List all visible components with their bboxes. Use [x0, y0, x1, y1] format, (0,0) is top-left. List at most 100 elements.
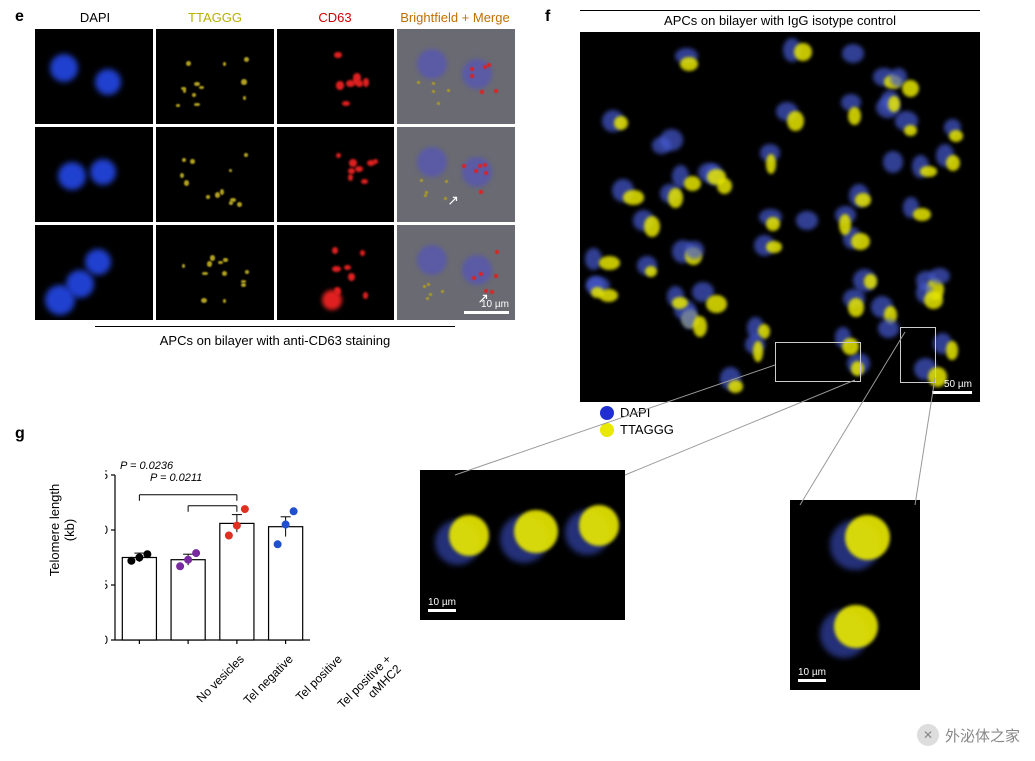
fluorescent-blob	[348, 168, 356, 174]
micrograph-cell	[35, 127, 153, 222]
micrograph-cell: ↗	[397, 127, 515, 222]
p-value-label: P = 0.0211	[150, 472, 202, 484]
fluorescent-blob	[348, 174, 354, 181]
fluorescent-blob	[241, 79, 246, 85]
fluorescent-blob	[878, 319, 899, 338]
fluorescent-blob	[90, 159, 116, 185]
fluorescent-blob	[599, 256, 620, 270]
header-dapi: DAPI	[35, 10, 155, 25]
fluorescent-blob	[924, 291, 943, 309]
fluorescent-blob	[244, 57, 249, 62]
fluorescent-blob	[766, 154, 776, 174]
fluorescent-blob	[426, 297, 429, 300]
fluorescent-blob	[243, 96, 246, 101]
fluorescent-blob	[230, 198, 235, 202]
ylabel-line2: (kb)	[62, 519, 77, 541]
fluorescent-blob	[420, 179, 423, 182]
fluorescent-blob	[432, 90, 435, 93]
fluorescent-blob	[845, 515, 890, 560]
fluorescent-blob	[355, 166, 363, 172]
fluorescent-blob	[946, 155, 960, 172]
fluorescent-blob	[180, 173, 184, 178]
fluorescent-blob	[417, 245, 447, 275]
fluorescent-blob	[332, 247, 338, 254]
fluorescent-blob	[855, 193, 872, 207]
fluorescent-blob	[241, 283, 246, 287]
scalebar	[798, 679, 826, 682]
fluorescent-blob	[728, 380, 743, 393]
fluorescent-blob	[201, 298, 207, 303]
fluorescent-blob	[680, 57, 699, 71]
fluorescent-blob	[706, 295, 727, 313]
micrograph-cell	[397, 29, 515, 124]
fluorescent-blob	[237, 202, 242, 207]
fluorescent-blob	[645, 266, 657, 277]
fluorescent-blob	[424, 194, 427, 197]
fluorescent-blob	[218, 261, 223, 265]
panel-f-inset-1: 10 µm	[420, 470, 625, 620]
fluorescent-blob	[58, 162, 86, 190]
fluorescent-blob	[685, 241, 704, 259]
fluorescent-blob	[623, 190, 643, 204]
fluorescent-blob	[644, 216, 660, 237]
panel-f-title: APCs on bilayer with IgG isotype control	[580, 10, 980, 28]
svg-text:10: 10	[105, 523, 108, 537]
fluorescent-blob	[479, 190, 483, 194]
fluorescent-blob	[417, 147, 447, 177]
micrograph-cell	[277, 225, 395, 320]
fluorescent-blob	[353, 78, 359, 85]
header-cd63: CD63	[275, 10, 395, 25]
fluorescent-blob	[245, 270, 250, 274]
fluorescent-blob	[95, 69, 121, 95]
fluorescent-blob	[360, 250, 365, 256]
fluorescent-blob	[480, 90, 484, 94]
panel-e-caption: APCs on bilayer with anti-CD63 staining	[35, 333, 515, 348]
fluorescent-blob	[194, 82, 200, 87]
panel-e-row: ↗10 µm	[35, 225, 515, 320]
legend-ttaggg-label: TTAGGG	[620, 422, 674, 437]
panel-f-label: f	[545, 8, 550, 26]
header-ttaggg: TTAGGG	[155, 10, 275, 25]
fluorescent-blob	[229, 169, 232, 172]
scalebar-label: 10 µm	[798, 667, 826, 678]
fluorescent-blob	[417, 49, 447, 79]
ylabel-line1: Telomere length	[47, 484, 62, 577]
fluorescent-blob	[684, 176, 701, 191]
fluorescent-blob	[223, 62, 226, 65]
arrow-icon: ↗	[447, 192, 459, 209]
fluorescent-blob	[490, 290, 494, 294]
fluorescent-blob	[182, 158, 186, 162]
p-value-label: P = 0.0236	[120, 460, 173, 472]
panel-f-inset-2: 10 µm	[790, 500, 920, 690]
fluorescent-blob	[766, 217, 780, 231]
fluorescent-blob	[929, 268, 950, 285]
fluorescent-blob	[479, 272, 483, 276]
legend-dapi-label: DAPI	[620, 405, 650, 420]
fluorescent-blob	[787, 111, 804, 131]
fluorescent-blob	[427, 283, 430, 286]
watermark: ✕ 外泌体之家	[917, 724, 1020, 746]
fluorescent-blob	[229, 201, 232, 205]
fluorescent-blob	[902, 80, 919, 97]
legend-ttaggg-swatch	[600, 423, 614, 437]
fluorescent-blob	[851, 233, 870, 251]
fluorescent-blob	[45, 285, 75, 315]
inset-box	[775, 342, 861, 382]
fluorescent-blob	[223, 258, 227, 262]
fluorescent-blob	[334, 52, 342, 59]
fluorescent-blob	[591, 287, 604, 298]
fluorescent-blob	[949, 130, 963, 142]
fluorescent-blob	[241, 280, 247, 283]
fluorescent-blob	[668, 188, 683, 208]
fluorescent-blob	[494, 89, 498, 93]
fluorescent-blob	[494, 274, 498, 278]
micrograph-cell: ↗10 µm	[397, 225, 515, 320]
fluorescent-blob	[839, 214, 850, 235]
fluorescent-blob	[483, 163, 487, 167]
header-merge: Brightfield + Merge	[395, 10, 515, 25]
fluorescent-blob	[864, 274, 877, 289]
fluorescent-blob	[367, 160, 375, 166]
fluorescent-blob	[322, 290, 342, 310]
fluorescent-blob	[223, 299, 226, 304]
legend-ttaggg: TTAGGG	[600, 422, 674, 437]
